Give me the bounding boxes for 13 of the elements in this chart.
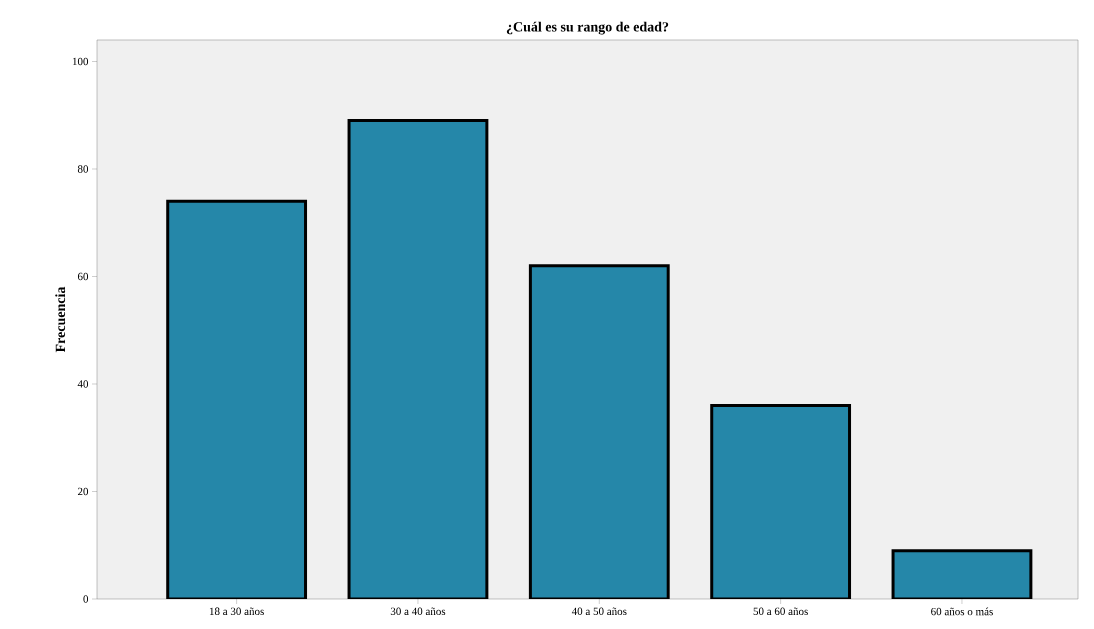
y-tick-label: 20 (77, 487, 89, 496)
x-tick-label: 30 a 40 años (390, 607, 446, 616)
y-tick-label: 60 (77, 272, 89, 281)
x-tick-label: 18 a 30 años (209, 607, 264, 616)
y-tick-label: 100 (72, 57, 89, 66)
chart-title: ¿Cuál es su rango de edad? (506, 21, 669, 35)
x-tick-label: 40 a 50 años (571, 607, 627, 616)
x-tick-label: 50 a 60 años (753, 607, 808, 616)
x-tick-label: 60 años o más (931, 607, 993, 616)
y-tick-label: 80 (77, 165, 89, 173)
y-tick-label: 40 (77, 380, 89, 388)
y-axis-title: Frecuencia (55, 286, 66, 353)
y-tick-label: 0 (83, 595, 89, 603)
